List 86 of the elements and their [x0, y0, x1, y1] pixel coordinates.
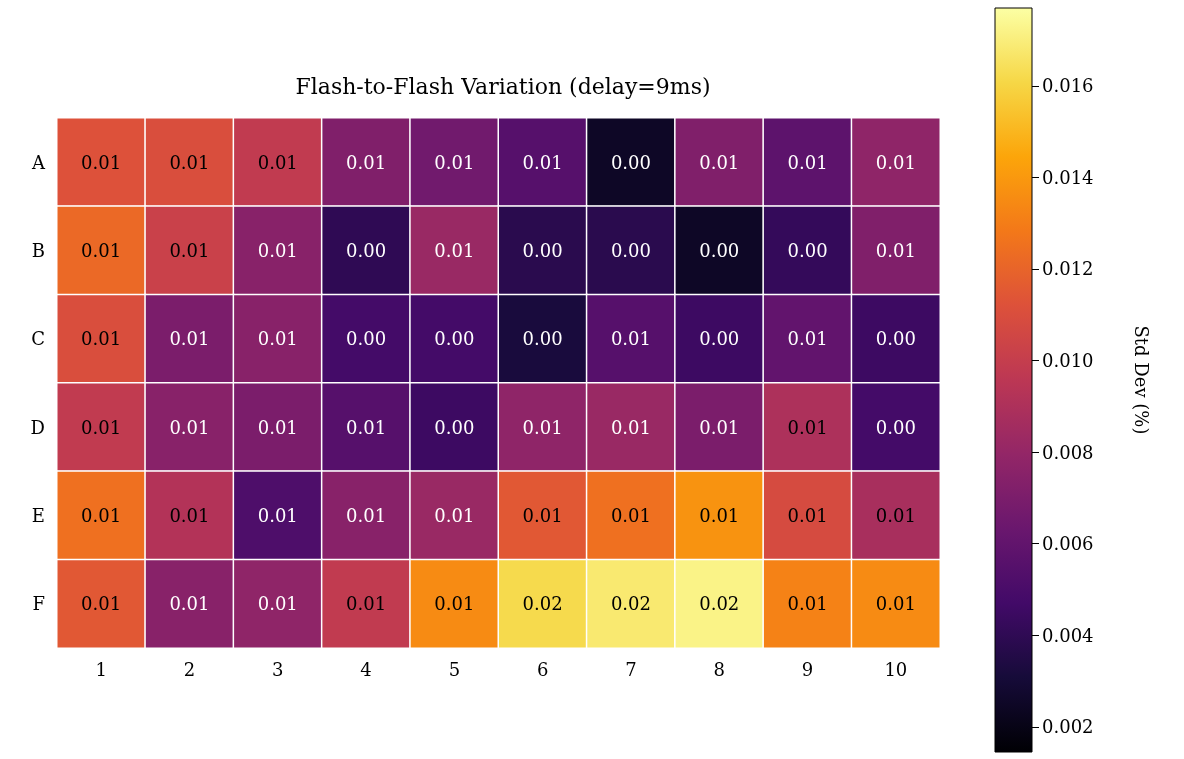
data-label: 0.02	[610, 593, 651, 615]
data-label: 0.01	[787, 416, 828, 438]
data-label: 0.01	[875, 240, 916, 261]
data-label: 0.01	[169, 593, 210, 615]
data-label: 0.01	[169, 416, 210, 438]
x-tick-label: 4	[360, 658, 372, 680]
data-label: 0.02	[699, 593, 740, 615]
x-tick-label: 3	[272, 658, 284, 680]
data-label: 0.01	[257, 416, 298, 438]
y-tick-label: F	[32, 593, 45, 615]
color-bar-label: 0.008	[1042, 441, 1094, 463]
y-tick-label: C	[31, 328, 45, 350]
color-bar-label: 0.014	[1042, 166, 1094, 188]
data-label: 0.00	[522, 240, 563, 261]
data-label: 0.01	[787, 151, 828, 173]
data-label: 0.02	[522, 593, 563, 615]
data-label: 0.01	[81, 151, 122, 173]
color-bar-label: 0.002	[1042, 716, 1094, 738]
y-tick-label: D	[30, 416, 45, 438]
data-label: 0.01	[875, 505, 916, 526]
data-label: 0.01	[346, 593, 387, 615]
data-label: 0.01	[346, 151, 387, 173]
data-label: 0.01	[699, 505, 740, 526]
color-bar-label: 0.010	[1042, 350, 1094, 372]
color-bar-label: 0.016	[1042, 75, 1094, 97]
data-label: 0.00	[346, 328, 387, 350]
data-label: 0.00	[699, 240, 740, 261]
data-label: 0.01	[787, 328, 828, 350]
x-tick-label: 7	[625, 658, 637, 680]
data-label: 0.00	[610, 151, 651, 173]
data-label: 0.00	[434, 328, 475, 350]
data-label: 0.01	[434, 593, 475, 615]
data-label: 0.01	[257, 505, 298, 526]
chart-title: Flash-to-Flash Variation (delay=9ms)	[295, 73, 711, 99]
y-tick-label: E	[31, 505, 45, 526]
data-label: 0.01	[81, 505, 122, 526]
data-label: 0.01	[522, 505, 563, 526]
data-label: 0.01	[346, 505, 387, 526]
data-label: 0.01	[699, 416, 740, 438]
data-label: 0.01	[81, 593, 122, 615]
x-tick-label: 10	[884, 658, 908, 680]
data-label: 0.01	[257, 240, 298, 261]
data-label: 0.00	[346, 240, 387, 261]
data-label: 0.01	[257, 328, 298, 350]
data-label: 0.01	[434, 240, 475, 261]
data-label: 0.01	[610, 416, 651, 438]
data-label: 0.01	[346, 416, 387, 438]
data-label: 0.00	[875, 328, 916, 350]
data-label: 0.01	[81, 240, 122, 261]
data-label: 0.01	[169, 240, 210, 261]
data-label: 0.01	[434, 505, 475, 526]
data-label: 0.01	[169, 151, 210, 173]
data-label: 0.00	[875, 416, 916, 438]
x-tick-label: 2	[183, 658, 196, 680]
data-label: 0.00	[610, 240, 651, 261]
data-label: 0.01	[787, 505, 828, 526]
color-bar-label: 0.012	[1042, 258, 1094, 280]
data-label: 0.01	[257, 151, 298, 173]
x-tick-label: 9	[801, 658, 814, 680]
data-label: 0.01	[257, 593, 298, 615]
data-label: 0.01	[81, 328, 122, 350]
data-label: 0.01	[610, 505, 651, 526]
data-label: 0.00	[787, 240, 828, 261]
y-tick-label: B	[31, 240, 45, 261]
data-label: 0.00	[522, 328, 563, 350]
data-label: 0.00	[434, 416, 475, 438]
color-bar-label: 0.004	[1042, 624, 1094, 646]
data-label: 0.00	[699, 328, 740, 350]
x-tick-label: 5	[448, 658, 461, 680]
y-tick-label: A	[31, 151, 46, 173]
color-bar-title: Std Dev (%)	[1130, 325, 1152, 435]
data-label: 0.01	[787, 593, 828, 615]
data-label: 0.01	[169, 328, 210, 350]
data-label: 0.01	[875, 593, 916, 615]
data-label: 0.01	[434, 151, 475, 173]
data-label: 0.01	[610, 328, 651, 350]
data-label: 0.01	[81, 416, 122, 438]
data-label: 0.01	[699, 151, 740, 173]
data-label: 0.01	[169, 505, 210, 526]
x-tick-label: 1	[95, 658, 107, 680]
color-bar-label: 0.006	[1042, 533, 1094, 555]
data-label: 0.01	[522, 151, 563, 173]
data-label: 0.01	[522, 416, 563, 438]
data-label: 0.01	[875, 151, 916, 173]
x-tick-label: 8	[713, 658, 725, 680]
x-tick-label: 6	[536, 658, 549, 680]
